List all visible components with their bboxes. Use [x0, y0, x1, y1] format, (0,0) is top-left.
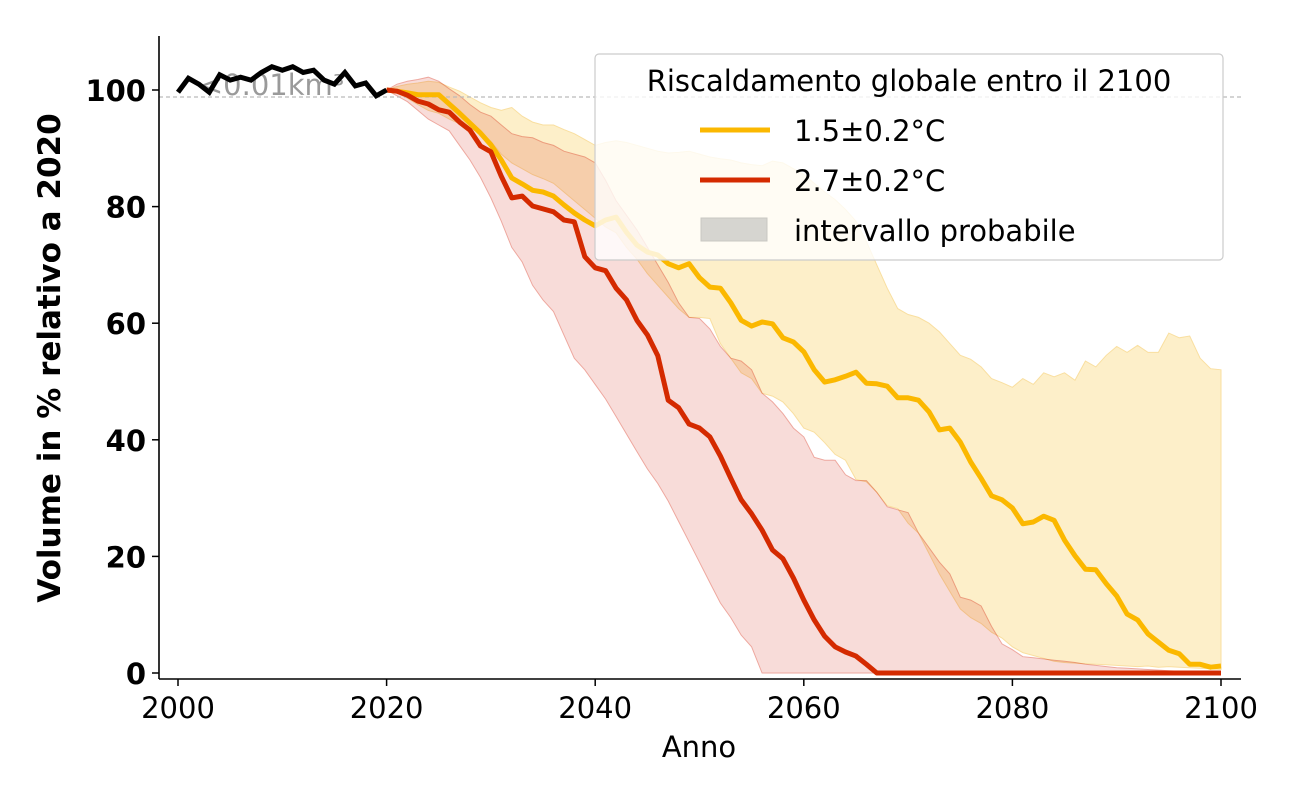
line-2-7 [386, 87, 1221, 676]
x-axis-label: Anno [662, 730, 736, 764]
y-tick-label: 100 [85, 74, 146, 108]
line-1-5 [386, 87, 1222, 670]
legend-swatch-range [700, 217, 768, 242]
y-axis-label: Volume in % relativo a 2020 [32, 113, 68, 602]
legend-label-1-5: 1.5±0.2°C [794, 114, 945, 148]
y-tick-label: 20 [106, 540, 146, 574]
y-tick-label: 0 [126, 657, 146, 691]
legend-label-range: intervallo probabile [794, 214, 1076, 248]
series-lines [175, 63, 1222, 676]
y-tick-label: 80 [106, 191, 146, 225]
legend-label-2-7: 2.7±0.2°C [794, 164, 945, 198]
y-ticks: 0 20 40 60 80 100 [85, 74, 159, 691]
x-tick-label: 2080 [975, 691, 1049, 725]
x-tick-label: 2060 [767, 691, 841, 725]
x-ticks: 2000 2020 2040 2060 2080 2100 [141, 679, 1258, 725]
legend-title: Riscaldamento globale entro il 2100 [647, 64, 1172, 98]
x-tick-label: 2100 [1184, 691, 1258, 725]
x-tick-label: 2000 [141, 691, 215, 725]
x-tick-label: 2020 [350, 691, 424, 725]
legend: Riscaldamento globale entro il 2100 1.5±… [594, 53, 1224, 261]
legend-frame [594, 53, 1224, 261]
y-tick-label: 60 [106, 307, 146, 341]
y-tick-label: 40 [106, 424, 146, 458]
line-historical [175, 63, 388, 100]
x-tick-label: 2040 [558, 691, 632, 725]
